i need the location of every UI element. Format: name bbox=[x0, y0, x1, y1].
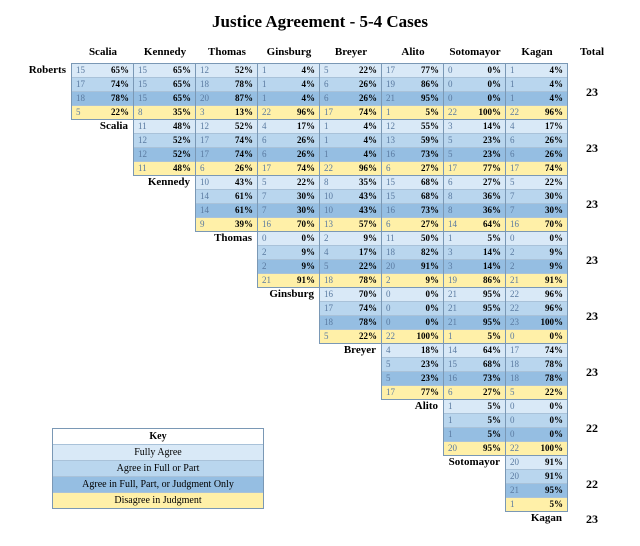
legend-key: Key Fully Agree Agree in Full or Part Ag… bbox=[52, 428, 264, 509]
row-total: 23 bbox=[568, 288, 616, 344]
row-header: Scalia bbox=[72, 120, 134, 176]
agreement-cell: 522%730%730%1670% bbox=[505, 175, 568, 232]
row-total: 23 bbox=[568, 176, 616, 232]
key-row-fully: Fully Agree bbox=[53, 445, 263, 461]
row-header: Kagan bbox=[506, 512, 568, 527]
agreement-cell: 1565%1774%1878%522% bbox=[71, 63, 134, 120]
col-header: Breyer bbox=[320, 42, 382, 64]
agreement-cell: 1255%1359%1673%627% bbox=[381, 119, 444, 176]
agreement-cell: 29%417%522%1878% bbox=[319, 231, 382, 288]
row-header: Kennedy bbox=[134, 176, 196, 232]
key-title: Key bbox=[53, 429, 263, 445]
agreement-cell: 00%00%00%22100% bbox=[381, 287, 444, 344]
col-header-total: Total bbox=[568, 42, 616, 64]
col-header: Ginsburg bbox=[258, 42, 320, 64]
agreement-cell: 1150%1882%2091%29% bbox=[381, 231, 444, 288]
agreement-cell: 2091%2091%2195%15% bbox=[505, 455, 568, 512]
row-header: Roberts bbox=[12, 64, 72, 120]
agreement-cell: 2296%2296%23100%00% bbox=[505, 287, 568, 344]
agreement-cell: 522%730%730%1670% bbox=[257, 175, 320, 232]
row-total: 23 bbox=[568, 64, 616, 120]
row-total: 23 bbox=[568, 120, 616, 176]
agreement-cell: 15%15%15%2095% bbox=[443, 399, 506, 456]
row-total: 23 bbox=[568, 512, 616, 527]
chart-title: Justice Agreement - 5-4 Cases bbox=[12, 12, 628, 32]
agreement-cell: 00%29%29%2191% bbox=[505, 231, 568, 288]
agreement-cell: 00%00%00%22100% bbox=[505, 399, 568, 456]
row-header: Sotomayor bbox=[444, 456, 506, 512]
agreement-cell: 1568%1568%1673%627% bbox=[381, 175, 444, 232]
col-header: Kennedy bbox=[134, 42, 196, 64]
agreement-cell: 1252%1878%2087%313% bbox=[195, 63, 258, 120]
agreement-cell: 1777%1986%2195%15% bbox=[381, 63, 444, 120]
row-header: Ginsburg bbox=[258, 288, 320, 344]
agreement-cell: 1774%1878%1878%522% bbox=[505, 343, 568, 400]
agreement-cell: 418%523%523%1777% bbox=[381, 343, 444, 400]
row-total: 22 bbox=[568, 456, 616, 512]
agreement-cell: 1464%1568%1673%627% bbox=[443, 343, 506, 400]
key-row-judgment: Agree in Full, Part, or Judgment Only bbox=[53, 477, 263, 493]
row-total: 23 bbox=[568, 232, 616, 288]
agreement-cell: 1565%1565%1565%835% bbox=[133, 63, 196, 120]
col-header: Scalia bbox=[72, 42, 134, 64]
row-total: 23 bbox=[568, 344, 616, 400]
agreement-cell: 14%14%14%2296% bbox=[505, 63, 568, 120]
agreement-cell: 2195%2195%2195%15% bbox=[443, 287, 506, 344]
agreement-cell: 00%00%00%22100% bbox=[443, 63, 506, 120]
agreement-cell: 1148%1252%1252%1148% bbox=[133, 119, 196, 176]
agreement-cell: 627%836%836%1464% bbox=[443, 175, 506, 232]
agreement-cell: 00%29%29%2191% bbox=[257, 231, 320, 288]
agreement-cell: 417%626%626%1774% bbox=[257, 119, 320, 176]
agreement-cell: 417%626%626%1774% bbox=[505, 119, 568, 176]
col-header: Thomas bbox=[196, 42, 258, 64]
agreement-cell: 14%14%14%2296% bbox=[319, 119, 382, 176]
agreement-cell: 314%523%523%1777% bbox=[443, 119, 506, 176]
agreement-cell: 1252%1774%1774%626% bbox=[195, 119, 258, 176]
col-header: Sotomayor bbox=[444, 42, 506, 64]
key-row-part: Agree in Full or Part bbox=[53, 461, 263, 477]
agreement-cell: 14%14%14%2296% bbox=[257, 63, 320, 120]
agreement-cell: 15%314%314%1986% bbox=[443, 231, 506, 288]
agreement-cell: 522%626%626%1774% bbox=[319, 63, 382, 120]
col-header: Alito bbox=[382, 42, 444, 64]
row-header: Breyer bbox=[320, 344, 382, 400]
row-header: Thomas bbox=[196, 232, 258, 288]
agreement-cell: 835%1043%1043%1357% bbox=[319, 175, 382, 232]
col-header: Kagan bbox=[506, 42, 568, 64]
key-row-disagree: Disagree in Judgment bbox=[53, 493, 263, 508]
agreement-cell: 1670%1774%1878%522% bbox=[319, 287, 382, 344]
row-total: 22 bbox=[568, 400, 616, 456]
row-header: Alito bbox=[382, 400, 444, 456]
agreement-cell: 1043%1461%1461%939% bbox=[195, 175, 258, 232]
